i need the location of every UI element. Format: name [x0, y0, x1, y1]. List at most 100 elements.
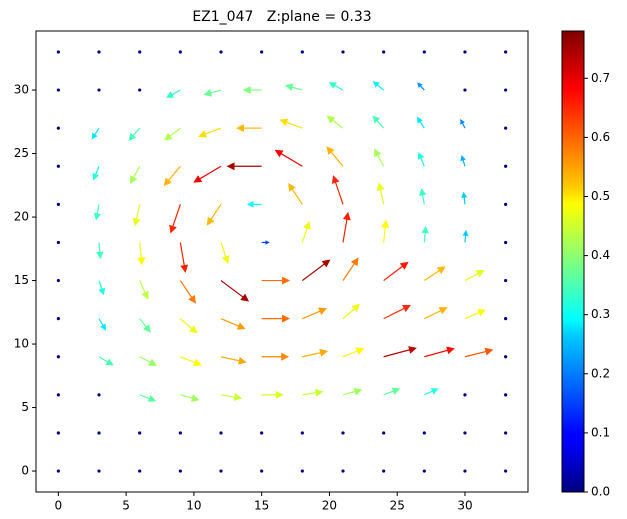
arrow: [464, 347, 494, 358]
arrow-dot: [504, 317, 508, 321]
arrow-dot: [504, 431, 508, 435]
arrow-dot: [341, 431, 345, 435]
arrow: [163, 165, 181, 187]
arrow-dot: [382, 50, 386, 54]
arrow: [98, 356, 114, 366]
arrow: [372, 81, 385, 91]
arrow: [179, 242, 189, 274]
arrow: [326, 146, 344, 167]
arrow-dot: [97, 393, 101, 397]
arrow: [93, 204, 101, 221]
colorbar: [561, 30, 585, 493]
arrow: [198, 127, 222, 138]
arrow-dot: [341, 469, 345, 473]
arrow-dot: [422, 50, 426, 54]
arrow: [137, 242, 146, 266]
arrow-dot: [56, 50, 60, 54]
arrow: [128, 127, 141, 141]
arrow: [139, 394, 157, 403]
arrow-dot: [504, 240, 508, 245]
arrow: [424, 388, 439, 396]
arrow: [419, 188, 427, 205]
arrow: [288, 182, 303, 205]
arrow-dot: [504, 202, 508, 206]
arrow-dot: [56, 317, 60, 321]
arrow: [383, 346, 417, 358]
arrow: [220, 393, 243, 401]
arrow: [179, 280, 196, 304]
arrow-dot: [504, 393, 508, 397]
arrow-dot: [97, 469, 101, 473]
arrow: [421, 225, 429, 243]
arrow: [180, 394, 200, 402]
y-tick-label: 5: [21, 400, 29, 414]
arrow: [166, 89, 181, 98]
arrow: [220, 280, 250, 302]
arrow-dot: [382, 469, 386, 473]
arrow-dot: [138, 469, 142, 473]
arrow: [139, 280, 149, 300]
arrow-dot: [178, 469, 182, 473]
arrow: [98, 280, 106, 296]
colorbar-tick-label: 0.5: [591, 189, 610, 203]
arrow: [261, 352, 290, 361]
arrow-dot: [260, 50, 264, 54]
arrow-dot: [56, 88, 60, 92]
colorbar-tick-label: 0.1: [591, 425, 610, 439]
arrow-dot: [56, 240, 60, 245]
arrow-dot: [504, 278, 508, 283]
arrow-dot: [138, 50, 142, 54]
arrow: [301, 259, 331, 282]
colorbar-tick-label: 0.0: [591, 485, 610, 499]
arrow-dot: [300, 469, 304, 473]
arrow: [301, 220, 311, 243]
arrow-dot: [219, 50, 223, 54]
arrow-dot: [463, 88, 467, 92]
arrow: [462, 229, 469, 243]
arrow-dot: [97, 88, 101, 92]
arrow-dot: [300, 431, 304, 435]
arrow: [274, 149, 303, 167]
arrow-dot: [56, 469, 60, 473]
arrow: [179, 318, 198, 334]
x-tick-label: 0: [55, 499, 63, 513]
arrow: [261, 314, 291, 323]
arrow: [226, 162, 262, 171]
arrow: [220, 242, 230, 264]
arrow-dot: [382, 431, 386, 435]
arrow: [417, 82, 425, 91]
arrow: [193, 165, 222, 183]
arrow-dot: [56, 202, 60, 206]
x-tick-label: 25: [390, 499, 405, 513]
arrow-dot: [463, 469, 467, 473]
arrow: [302, 348, 328, 358]
arrow-dot: [138, 431, 142, 435]
arrow: [236, 124, 262, 133]
arrow-dot: [300, 50, 304, 54]
arrow: [139, 318, 151, 333]
arrow: [206, 204, 222, 226]
y-tick-label: 10: [14, 337, 29, 351]
arrow-dot: [463, 50, 467, 54]
arrow: [464, 270, 485, 282]
arrow: [342, 303, 361, 320]
arrow: [180, 356, 202, 367]
arrow: [220, 356, 247, 365]
arrow-dot: [178, 431, 182, 435]
y-tick-label: 20: [14, 210, 29, 224]
arrow: [246, 201, 262, 208]
arrow: [460, 118, 466, 129]
arrow-dot: [504, 469, 508, 473]
arrow: [374, 148, 385, 167]
arrow: [96, 242, 104, 260]
x-tick-label: 15: [254, 499, 269, 513]
arrow-dot: [219, 469, 223, 473]
arrow-dot: [138, 88, 142, 92]
y-tick-label: 30: [14, 83, 29, 97]
arrow: [98, 318, 107, 331]
arrow: [424, 346, 455, 358]
y-tick-label: 0: [21, 464, 29, 478]
x-tick-label: 20: [322, 499, 337, 513]
colorbar-tick-label: 0.6: [591, 130, 610, 144]
arrow: [130, 165, 141, 185]
